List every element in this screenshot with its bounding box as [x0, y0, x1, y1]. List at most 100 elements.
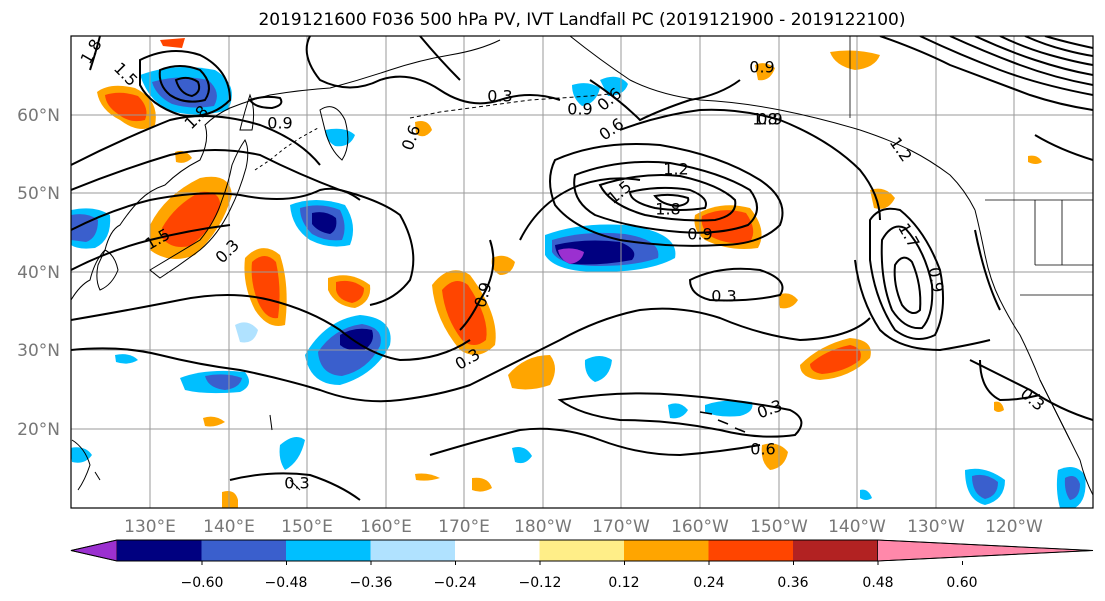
- positive-anomaly-area: [1028, 155, 1042, 164]
- pv-contour: [598, 174, 737, 222]
- pv-contour: [459, 239, 495, 331]
- lat-label: 20°N: [17, 420, 60, 440]
- positive-anomaly-area: [203, 416, 225, 427]
- positive-anomaly-area: [810, 345, 861, 374]
- western-pacific-islands: [71, 414, 301, 491]
- colorbar-tick-labels: −0.60 −0.48 −0.36 −0.24 −0.12 0.12 0.24 …: [181, 575, 978, 591]
- north-america-west-coastline: [974, 209, 1093, 496]
- pv-contour: [1024, 36, 1093, 57]
- pv-contour: [880, 225, 934, 330]
- pv-contour: [71, 294, 471, 362]
- colorbar-swatch: [455, 540, 540, 561]
- positive-anomaly-area: [472, 477, 492, 492]
- positive-anomaly-area: [105, 92, 147, 122]
- pv-contour: [71, 187, 361, 231]
- pv-contour: [628, 186, 707, 211]
- contour-label: 0.9: [567, 100, 592, 119]
- positive-anomaly-area: [870, 188, 895, 209]
- contour-label: 0.9: [924, 266, 947, 294]
- colorbar-tick-label: 0.24: [693, 575, 724, 591]
- colorbar-tick-label: 0.36: [777, 575, 808, 591]
- contour-label: 0.3: [487, 87, 512, 106]
- pv-contour: [969, 359, 1093, 421]
- negative-anomaly-area: [584, 356, 612, 382]
- pv-contour: [653, 193, 690, 208]
- lon-label: 120°W: [985, 517, 1043, 537]
- pv-contour: [893, 256, 922, 315]
- pv-contour: [549, 143, 784, 247]
- colorbar-extension-high: [877, 539, 1094, 562]
- colorbar-tick-label: 0.12: [608, 575, 639, 591]
- colorbar-swatch: [117, 540, 202, 561]
- contour-label: 0.6: [750, 440, 775, 459]
- pv-contour: [71, 224, 231, 271]
- colorbar-swatch: [539, 540, 625, 561]
- lon-label: 170°E: [438, 517, 490, 537]
- aleutian-islands: [409, 93, 611, 119]
- negative-anomaly-area: [1064, 476, 1080, 500]
- lon-label: 160°E: [360, 517, 412, 537]
- positive-anomaly-area: [778, 293, 798, 309]
- lon-label: 140°E: [203, 517, 255, 537]
- map-title: 2019121600 F036 500 hPa PV, IVT Landfall…: [258, 10, 905, 30]
- pv-contour: [573, 160, 758, 234]
- colorbar-extension-low: [70, 539, 118, 562]
- lon-label: 180°W: [514, 517, 572, 537]
- negative-anomaly-area: [705, 400, 753, 417]
- lon-label: 130°E: [124, 517, 176, 537]
- negative-anomaly-area: [668, 403, 688, 419]
- colorbar-tick-label: −0.12: [519, 575, 562, 591]
- pv-contour: [1034, 134, 1093, 161]
- pv-contour: [879, 36, 1093, 111]
- negative-anomaly-area: [572, 83, 600, 106]
- contour-label: 0.9: [757, 110, 782, 129]
- colorbar-swatch: [793, 540, 878, 561]
- lat-label: 30°N: [17, 341, 60, 361]
- negative-anomaly-area: [312, 212, 337, 234]
- longitude-labels: 130°E 140°E 150°E 160°E 170°E 180°W 170°…: [124, 517, 1043, 537]
- pv-contour: [71, 115, 321, 166]
- positive-anomaly-area: [415, 473, 440, 481]
- lat-label: 40°N: [17, 263, 60, 283]
- lon-label: 170°W: [592, 517, 650, 537]
- positive-anomaly-area: [761, 443, 788, 470]
- pv-contour: [919, 36, 1093, 96]
- asia-coastline: [71, 39, 501, 301]
- kamchatka-coastline: [319, 106, 349, 161]
- colorbar-tick-label: −0.36: [350, 575, 393, 591]
- negative-anomaly-area: [860, 489, 872, 500]
- contour-label: 1.2: [663, 160, 688, 179]
- state-borders: [1020, 200, 1093, 296]
- contour-label: 0.9: [687, 225, 712, 244]
- latitude-labels: 60°N 50°N 40°N 30°N 20°N: [17, 106, 60, 440]
- lon-label: 150°W: [750, 517, 808, 537]
- positive-anomaly-area: [222, 491, 238, 508]
- contour-label: 1.8: [655, 200, 680, 219]
- colorbar-tick-label: 0.60: [946, 575, 977, 591]
- pv-contour: [71, 149, 415, 306]
- lat-label: 60°N: [17, 106, 60, 126]
- pv-contour: [158, 65, 210, 103]
- pv-contour: [229, 472, 361, 501]
- pv-contours: [71, 36, 1093, 501]
- contour-label: 0.3: [711, 287, 736, 306]
- lon-label: 140°W: [828, 517, 886, 537]
- negative-anomaly-area: [235, 322, 258, 343]
- negative-anomaly-area: [558, 248, 584, 264]
- pv-contour: [854, 259, 991, 352]
- positive-anomaly-area: [336, 280, 364, 303]
- korea-coastline: [96, 249, 119, 291]
- colorbar-swatch: [624, 540, 709, 561]
- negative-anomaly-area: [205, 374, 242, 390]
- colorbar-swatch: [370, 540, 456, 561]
- colorbar-tick-label: 0.48: [862, 575, 893, 591]
- positive-anomaly-area: [755, 63, 775, 81]
- coastlines: [71, 36, 1093, 496]
- colorbar-swatch: [708, 540, 794, 561]
- pv-contour: [89, 36, 101, 71]
- lon-label: 150°E: [281, 517, 333, 537]
- positive-anomaly-area: [994, 401, 1004, 412]
- negative-anomaly-area: [71, 447, 92, 463]
- hawaii-islands: [699, 411, 746, 433]
- lon-label: 160°W: [671, 517, 729, 537]
